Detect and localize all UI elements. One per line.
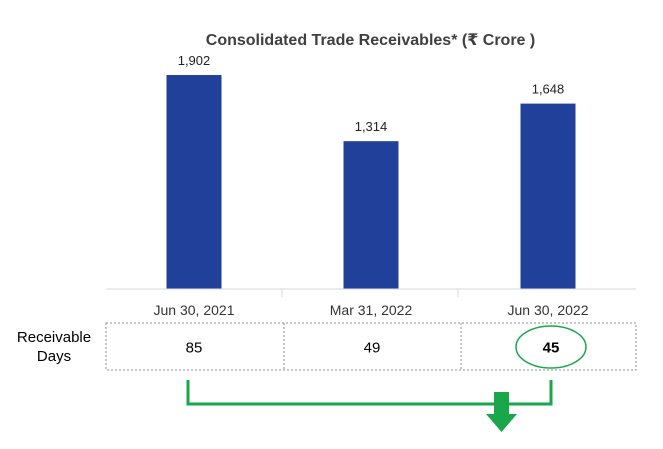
- days-value-jun-2021: 85: [185, 339, 203, 357]
- bar-value-label-2: 1,648: [532, 82, 565, 97]
- bar-2: [520, 103, 576, 289]
- bar-0: [166, 75, 222, 290]
- bar-1: [343, 141, 399, 289]
- receivable-days-label: Receivable Days: [16, 329, 92, 365]
- trend-bracket: [186, 380, 553, 406]
- down-arrow-icon: [486, 392, 517, 432]
- category-label-1: Mar 31, 2022: [330, 302, 413, 318]
- category-label-2: Jun 30, 2022: [508, 302, 589, 318]
- highlight-ellipse: [515, 325, 587, 369]
- chart-title: Consolidated Trade Receivables* (₹ Crore…: [205, 32, 536, 49]
- category-label-0: Jun 30, 2021: [154, 302, 235, 318]
- bar-value-label-0: 1,902: [178, 53, 211, 68]
- days-value-jun-2022: 45: [542, 339, 560, 357]
- bar-value-label-1: 1,314: [355, 119, 388, 134]
- days-table: [105, 322, 637, 371]
- days-value-mar-2022: 49: [363, 339, 381, 357]
